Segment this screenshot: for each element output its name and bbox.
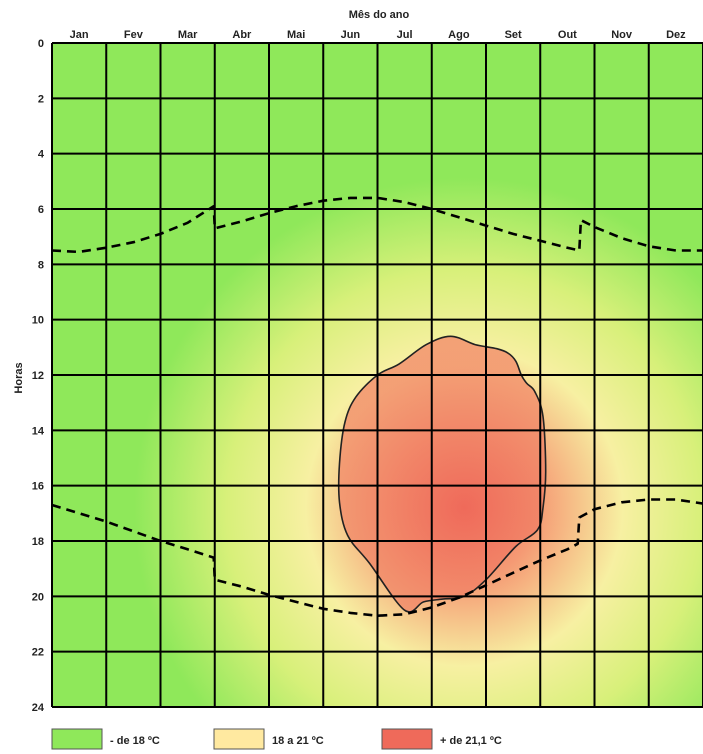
y-tick-label: 4 [38,149,45,161]
sunrise-dashed-line [51,196,703,254]
y-tick-label: 2 [38,93,44,105]
y-tick-label: 0 [38,38,44,50]
y-tick-label: 18 [32,536,44,548]
y-tick-label: 16 [32,481,44,493]
legend-swatch-warm [381,728,433,750]
x-tick-label: Jan [70,29,89,41]
warm-region [337,335,547,613]
y-tick-label: 20 [32,591,44,603]
x-tick-label: Dez [666,29,686,41]
legend-swatch-cool [51,728,103,750]
x-tick-label: Mai [287,29,305,41]
x-axis-title: Mês do ano [349,9,410,21]
x-tick-label: Out [558,29,577,41]
y-tick-label: 24 [32,702,45,714]
y-tick-label: 22 [32,647,44,659]
x-tick-label: Fev [124,29,144,41]
x-tick-label: Abr [232,29,252,41]
y-axis-title: Horas [13,362,25,393]
legend-label-warm: + de 21,1 ºC [440,735,502,747]
legend-swatch-mid [213,728,265,750]
x-tick-label: Jul [397,29,413,41]
grid-lines [51,42,703,708]
x-tick-label: Jun [341,29,361,41]
y-tick-label: 14 [32,425,45,437]
y-tick-label: 10 [32,315,44,327]
legend: - de 18 ºC 18 a 21 ºC + de 21,1 ºC [51,728,502,750]
x-tick-label: Nov [611,29,633,41]
y-tick-label: 6 [38,204,44,216]
legend-label-cool: - de 18 ºC [110,735,160,747]
x-tick-label: Ago [448,29,470,41]
x-tick-label: Set [505,29,522,41]
legend-label-mid: 18 a 21 ºC [272,735,324,747]
y-tick-label: 12 [32,370,44,382]
sunset-dashed-line [51,498,703,617]
y-tick-label: 8 [38,259,44,271]
x-tick-labels: Jan Fev Mar Abr Mai Jun Jul Ago Set Out Nov Dez [70,29,687,41]
x-tick-label: Mar [178,29,198,41]
